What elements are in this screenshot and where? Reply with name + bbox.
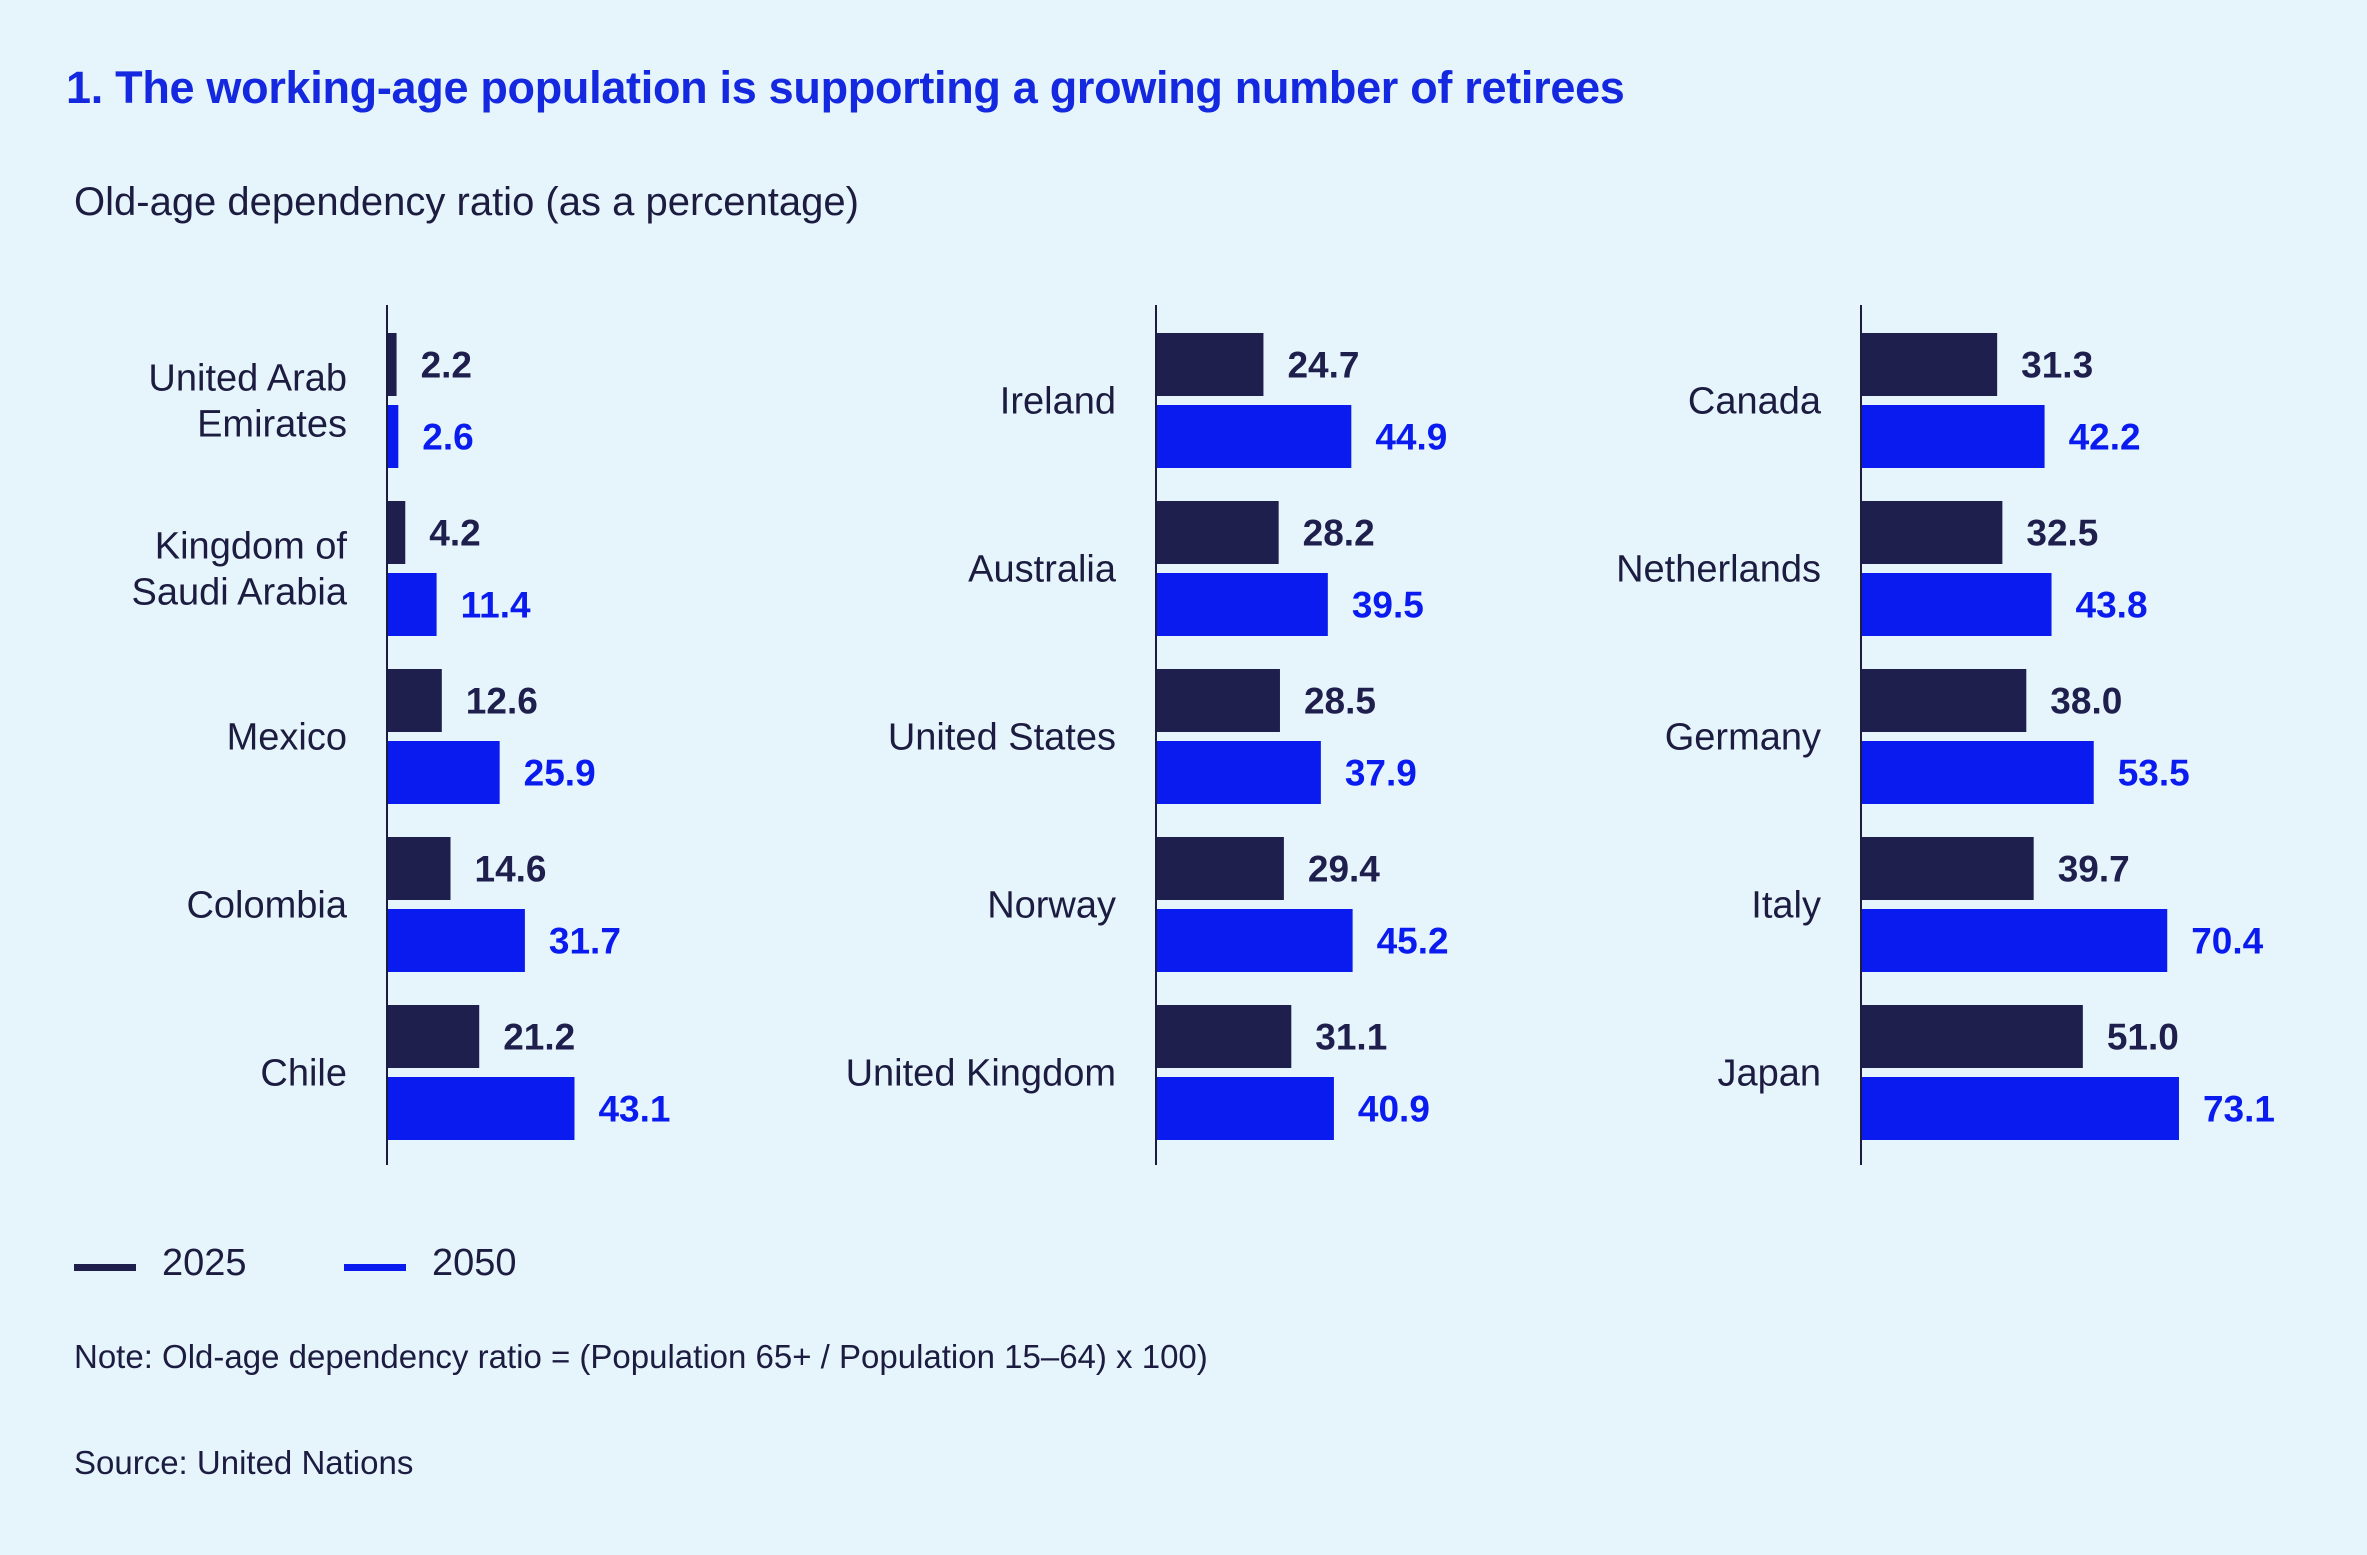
- value-label-2050-panel3-row4: 70.4: [2191, 921, 2263, 962]
- value-label-2025-panel2-row1: 24.7: [1287, 345, 1359, 386]
- category-label-panel2-row4: Norway: [987, 885, 1116, 927]
- bar-2025-panel1-row4: [387, 837, 451, 900]
- bar-2050-panel3-row4: [1861, 909, 2168, 972]
- value-label-2050-panel2-row2: 39.5: [1352, 585, 1424, 626]
- category-label-panel3-row1: Canada: [1688, 381, 1822, 423]
- value-label-2050-panel2-row4: 45.2: [1377, 921, 1449, 962]
- value-label-2025-panel2-row5: 31.1: [1315, 1017, 1387, 1058]
- bar-2050-panel3-row3: [1861, 741, 2094, 804]
- bar-2050-panel1-row5: [387, 1077, 575, 1140]
- value-label-2050-panel3-row3: 53.5: [2118, 753, 2190, 794]
- bar-2025-panel3-row1: [1861, 333, 1998, 396]
- category-label-panel1-row3: Mexico: [227, 717, 347, 759]
- legend-item-2025: 2025: [74, 1238, 247, 1288]
- bar-2025-panel1-row1: [387, 333, 397, 396]
- bar-2025-panel2-row5: [1156, 1005, 1292, 1068]
- value-label-2025-panel1-row3: 12.6: [466, 681, 538, 722]
- bar-2050-panel2-row5: [1156, 1077, 1334, 1140]
- bar-2025-panel3-row3: [1861, 669, 2027, 732]
- category-label-panel3-row5: Japan: [1717, 1053, 1821, 1095]
- value-label-2050-panel3-row1: 42.2: [2069, 417, 2141, 458]
- bar-2050-panel1-row1: [387, 405, 399, 468]
- category-label-panel1-row5: Chile: [260, 1053, 347, 1095]
- value-label-2050-panel1-row1: 2.6: [422, 417, 473, 458]
- category-label-panel1-row2-line1: Kingdom of: [155, 526, 348, 568]
- bar-2050-panel3-row1: [1861, 405, 2045, 468]
- value-label-2025-panel1-row5: 21.2: [503, 1017, 575, 1058]
- source-note: Source: United Nations: [74, 1444, 414, 1481]
- category-label-panel1-row2-line2: Saudi Arabia: [132, 572, 348, 614]
- category-label-panel2-row3: United States: [888, 717, 1116, 759]
- value-label-2050-panel2-row5: 40.9: [1358, 1089, 1430, 1130]
- value-label-2050-panel1-row4: 31.7: [549, 921, 621, 962]
- value-label-2050-panel1-row3: 25.9: [524, 753, 596, 794]
- bar-2025-panel2-row4: [1156, 837, 1284, 900]
- value-label-2050-panel2-row1: 44.9: [1375, 417, 1447, 458]
- value-label-2025-panel3-row2: 32.5: [2026, 513, 2098, 554]
- bar-2050-panel2-row2: [1156, 573, 1328, 636]
- bar-2025-panel2-row3: [1156, 669, 1280, 732]
- footnote: Note: Old-age dependency ratio = (Popula…: [74, 1338, 1208, 1375]
- value-label-2025-panel2-row4: 29.4: [1308, 849, 1380, 890]
- bar-2025-panel2-row2: [1156, 501, 1279, 564]
- value-label-2025-panel3-row3: 38.0: [2050, 681, 2122, 722]
- category-label-panel3-row3: Germany: [1665, 717, 1821, 759]
- value-label-2025-panel1-row1: 2.2: [421, 345, 472, 386]
- value-label-2025-panel3-row4: 39.7: [2058, 849, 2130, 890]
- bar-2050-panel2-row1: [1156, 405, 1352, 468]
- value-label-2025-panel2-row3: 28.5: [1304, 681, 1376, 722]
- bar-2025-panel3-row5: [1861, 1005, 2083, 1068]
- category-label-panel2-row5: United Kingdom: [846, 1053, 1116, 1095]
- bar-2025-panel1-row2: [387, 501, 406, 564]
- value-label-2025-panel3-row5: 51.0: [2107, 1017, 2179, 1058]
- value-label-2050-panel1-row5: 43.1: [598, 1089, 670, 1130]
- bar-2025-panel1-row3: [387, 669, 442, 732]
- category-label-panel1-row1-line1: United Arab: [148, 358, 347, 400]
- value-label-2050-panel3-row5: 73.1: [2203, 1089, 2275, 1130]
- bar-2050-panel3-row5: [1861, 1077, 2179, 1140]
- bar-2025-panel2-row1: [1156, 333, 1264, 396]
- legend-label-2025: 2025: [162, 1242, 247, 1284]
- category-label-panel2-row2: Australia: [968, 549, 1117, 591]
- bar-2050-panel1-row3: [387, 741, 500, 804]
- value-label-2050-panel3-row2: 43.8: [2076, 585, 2148, 626]
- value-label-2025-panel1-row2: 4.2: [429, 513, 480, 554]
- legend-item-2050: 2050: [344, 1238, 517, 1288]
- category-label-panel3-row2: Netherlands: [1616, 549, 1821, 591]
- chart-subtitle: Old-age dependency ratio (as a percentag…: [74, 180, 859, 224]
- bar-2050-panel3-row2: [1861, 573, 2052, 636]
- legend-label-2050: 2050: [432, 1242, 517, 1284]
- value-label-2050-panel1-row2: 11.4: [461, 585, 531, 626]
- bar-2050-panel2-row4: [1156, 909, 1353, 972]
- legend-swatch-2025: [74, 1264, 136, 1272]
- category-label-panel2-row1: Ireland: [1000, 381, 1116, 423]
- category-label-panel3-row4: Italy: [1751, 885, 1821, 927]
- bar-2050-panel1-row4: [387, 909, 525, 972]
- bar-2025-panel1-row5: [387, 1005, 480, 1068]
- category-label-panel1-row1-line2: Emirates: [197, 404, 347, 446]
- chart-title: 1. The working-age population is support…: [66, 62, 1625, 113]
- bar-2050-panel1-row2: [387, 573, 437, 636]
- value-label-2025-panel2-row2: 28.2: [1303, 513, 1375, 554]
- value-label-2025-panel1-row4: 14.6: [475, 849, 547, 890]
- bar-2050-panel2-row3: [1156, 741, 1321, 804]
- value-label-2025-panel3-row1: 31.3: [2021, 345, 2093, 386]
- bar-2025-panel3-row2: [1861, 501, 2003, 564]
- bar-2025-panel3-row4: [1861, 837, 2034, 900]
- value-label-2050-panel2-row3: 37.9: [1345, 753, 1417, 794]
- legend-swatch-2050: [344, 1264, 406, 1272]
- category-label-panel1-row4: Colombia: [186, 885, 347, 927]
